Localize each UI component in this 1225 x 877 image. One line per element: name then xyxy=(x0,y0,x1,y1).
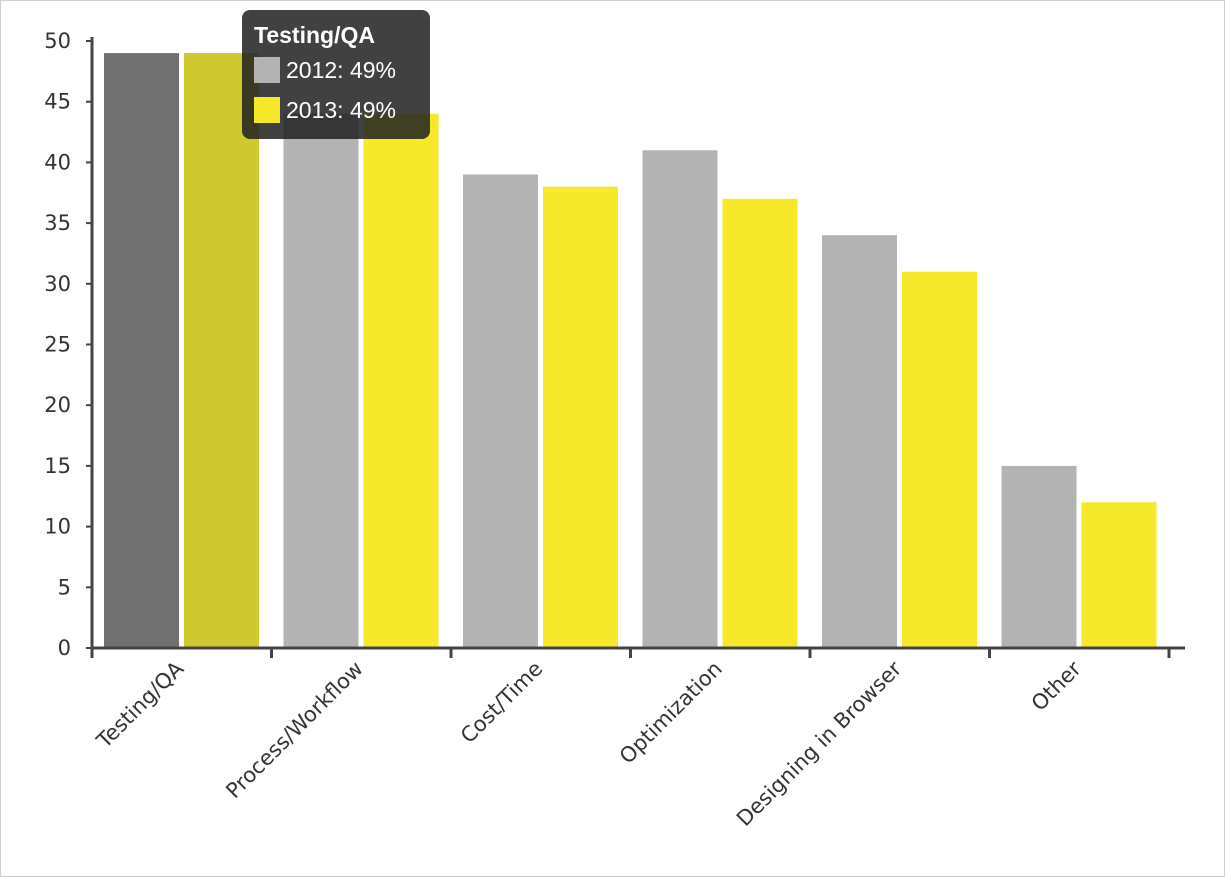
tooltip-label-2013: 2013: 49% xyxy=(286,96,396,123)
bars-layer xyxy=(104,53,1157,649)
y-tick-label: 30 xyxy=(44,272,71,296)
bar-2012-designing-in-browser[interactable] xyxy=(822,235,897,648)
x-category-label: Designing in Browser xyxy=(732,656,907,831)
hover-tooltip: Testing/QA 2012: 49% 2013: 49% xyxy=(242,10,430,139)
x-category-label: Process/Workflow xyxy=(221,657,367,803)
axes-layer xyxy=(86,37,1185,658)
y-tick-label: 15 xyxy=(44,454,71,478)
tooltip-row-2012: 2012: 49% xyxy=(254,50,418,90)
x-category-label: Optimization xyxy=(615,657,727,769)
bar-2012-other[interactable] xyxy=(1001,465,1077,648)
tooltip-title: Testing/QA xyxy=(254,22,375,48)
bar-2013-cost-time[interactable] xyxy=(543,186,618,648)
y-tick-label: 50 xyxy=(44,29,71,53)
tooltip-swatch-2013 xyxy=(254,97,280,123)
x-category-label: Testing/QA xyxy=(92,656,189,753)
x-category-label: Other xyxy=(1027,656,1086,715)
y-tick-label: 0 xyxy=(58,636,71,660)
bar-2013-testing-qa[interactable] xyxy=(184,53,259,649)
y-tick-label: 20 xyxy=(44,393,71,417)
bar-2013-designing-in-browser[interactable] xyxy=(902,271,977,648)
tooltip-label-2012: 2012: 49% xyxy=(286,56,396,83)
y-tick-label: 5 xyxy=(58,575,71,599)
bar-2012-process-workflow[interactable] xyxy=(283,113,359,649)
y-tick-label: 35 xyxy=(44,211,71,235)
tooltip-row-2013: 2013: 49% xyxy=(254,90,418,130)
bar-2013-process-workflow[interactable] xyxy=(363,113,439,649)
y-tick-labels: 0 5 10 15 20 25 30 35 40 45 50 xyxy=(44,29,71,660)
y-tick-label: 25 xyxy=(44,333,71,357)
y-tick-label: 10 xyxy=(44,515,71,539)
bar-2013-other[interactable] xyxy=(1081,502,1157,648)
tooltip-swatch-2012 xyxy=(254,57,280,83)
bar-2012-testing-qa[interactable] xyxy=(104,53,179,649)
x-category-labels: Testing/QA Process/Workflow Cost/Time Optim… xyxy=(92,656,1086,831)
x-category-label: Cost/Time xyxy=(456,657,547,748)
bar-2013-optimization[interactable] xyxy=(722,198,798,649)
bar-2012-cost-time[interactable] xyxy=(463,174,538,649)
y-tick-label: 45 xyxy=(44,90,71,114)
bar-2012-optimization[interactable] xyxy=(642,150,718,649)
y-tick-label: 40 xyxy=(44,150,71,174)
